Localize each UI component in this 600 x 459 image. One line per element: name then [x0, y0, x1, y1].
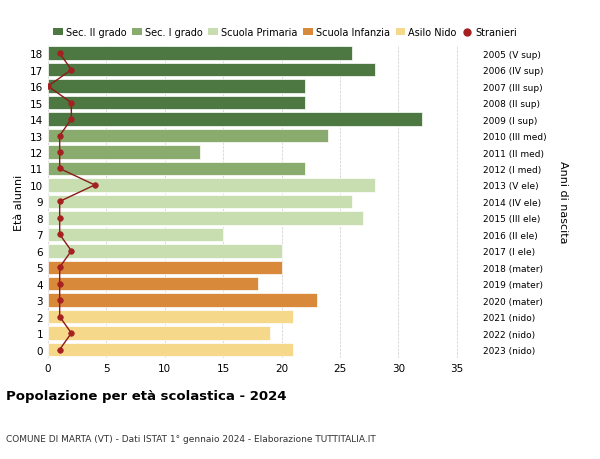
Point [55, 165, 64, 173]
Bar [48, 162, 305, 176]
Point [67, 247, 76, 255]
Point [55, 297, 64, 304]
Bar [48, 80, 305, 94]
Bar [48, 327, 270, 340]
Point [67, 67, 76, 74]
Point [67, 116, 76, 123]
Bar [48, 179, 375, 192]
Point [55, 280, 64, 288]
Bar [48, 146, 200, 159]
Bar [48, 343, 293, 357]
Bar [48, 294, 317, 307]
Y-axis label: Anni di nascita: Anni di nascita [557, 161, 568, 243]
Bar [48, 129, 328, 143]
Bar [48, 113, 422, 127]
Point [55, 198, 64, 206]
Point [67, 100, 76, 107]
Bar [48, 228, 223, 241]
Bar [48, 310, 293, 324]
Text: COMUNE DI MARTA (VT) - Dati ISTAT 1° gennaio 2024 - Elaborazione TUTTITALIA.IT: COMUNE DI MARTA (VT) - Dati ISTAT 1° gen… [6, 434, 376, 442]
Point [55, 231, 64, 239]
Bar [48, 277, 258, 291]
Legend: Sec. II grado, Sec. I grado, Scuola Primaria, Scuola Infanzia, Asilo Nido, Stran: Sec. II grado, Sec. I grado, Scuola Prim… [53, 28, 517, 38]
Point [55, 313, 64, 321]
Point [55, 215, 64, 222]
Text: Popolazione per età scolastica - 2024: Popolazione per età scolastica - 2024 [6, 389, 287, 403]
Bar [48, 212, 363, 225]
Point [55, 50, 64, 58]
Bar [48, 195, 352, 209]
Point [90, 182, 100, 189]
Y-axis label: Età alunni: Età alunni [14, 174, 25, 230]
Bar [48, 64, 375, 77]
Point [55, 346, 64, 353]
Bar [48, 245, 281, 258]
Point [55, 264, 64, 271]
Point [43, 83, 53, 90]
Point [55, 133, 64, 140]
Point [55, 149, 64, 157]
Bar [48, 97, 305, 110]
Point [67, 330, 76, 337]
Bar [48, 261, 281, 274]
Bar [48, 47, 352, 61]
